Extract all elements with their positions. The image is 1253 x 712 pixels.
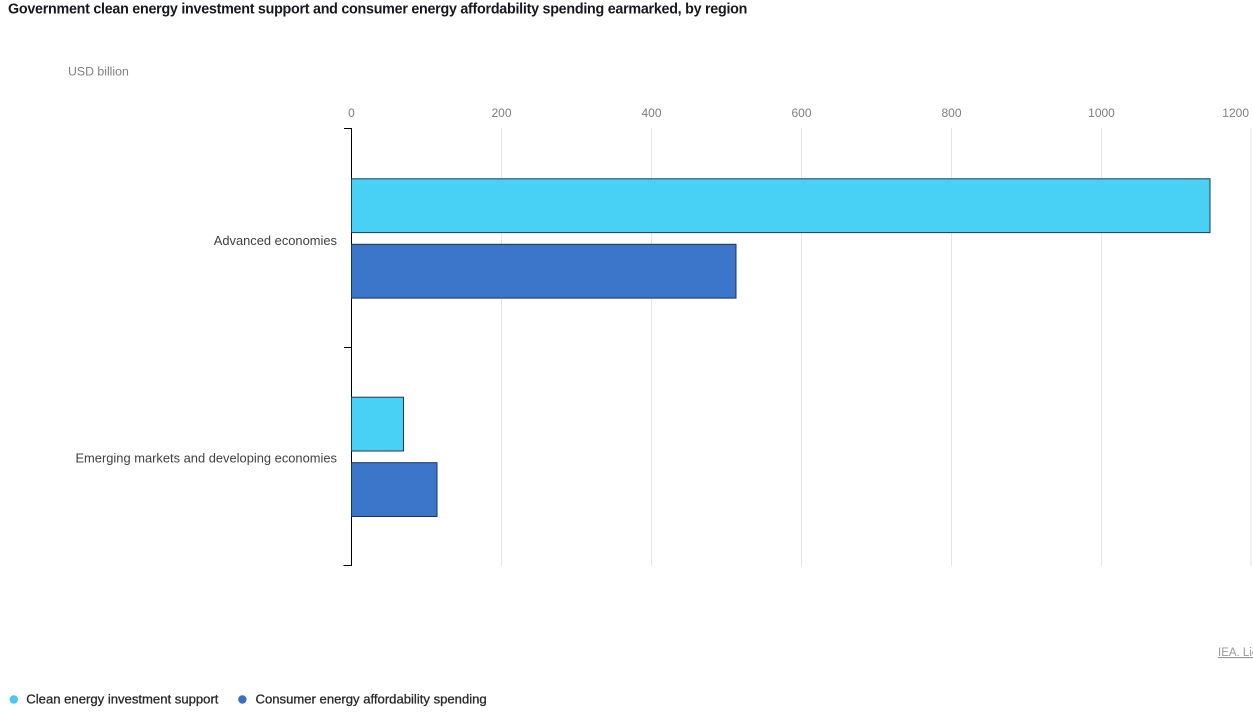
svg-text:Consumer energy affordability: Consumer energy affordability spending [256, 692, 487, 707]
svg-text:Government clean energy invest: Government clean energy investment suppo… [8, 2, 747, 18]
svg-text:Advanced economies: Advanced economies [214, 233, 337, 248]
svg-text:800: 800 [941, 106, 961, 120]
svg-text:600: 600 [791, 106, 811, 120]
svg-text:USD billion: USD billion [68, 65, 129, 79]
svg-text:400: 400 [641, 106, 661, 120]
svg-text:Clean energy investment suppor: Clean energy investment support [26, 692, 219, 707]
svg-text:200: 200 [491, 106, 511, 120]
svg-text:1200: 1200 [1222, 106, 1249, 120]
svg-text:1000: 1000 [1088, 106, 1115, 120]
svg-text:IEA. Licence: CC BY 4.0: IEA. Licence: CC BY 4.0 [1218, 647, 1253, 659]
svg-text:Emerging markets and developin: Emerging markets and developing economie… [75, 451, 337, 466]
svg-text:0: 0 [348, 106, 355, 120]
